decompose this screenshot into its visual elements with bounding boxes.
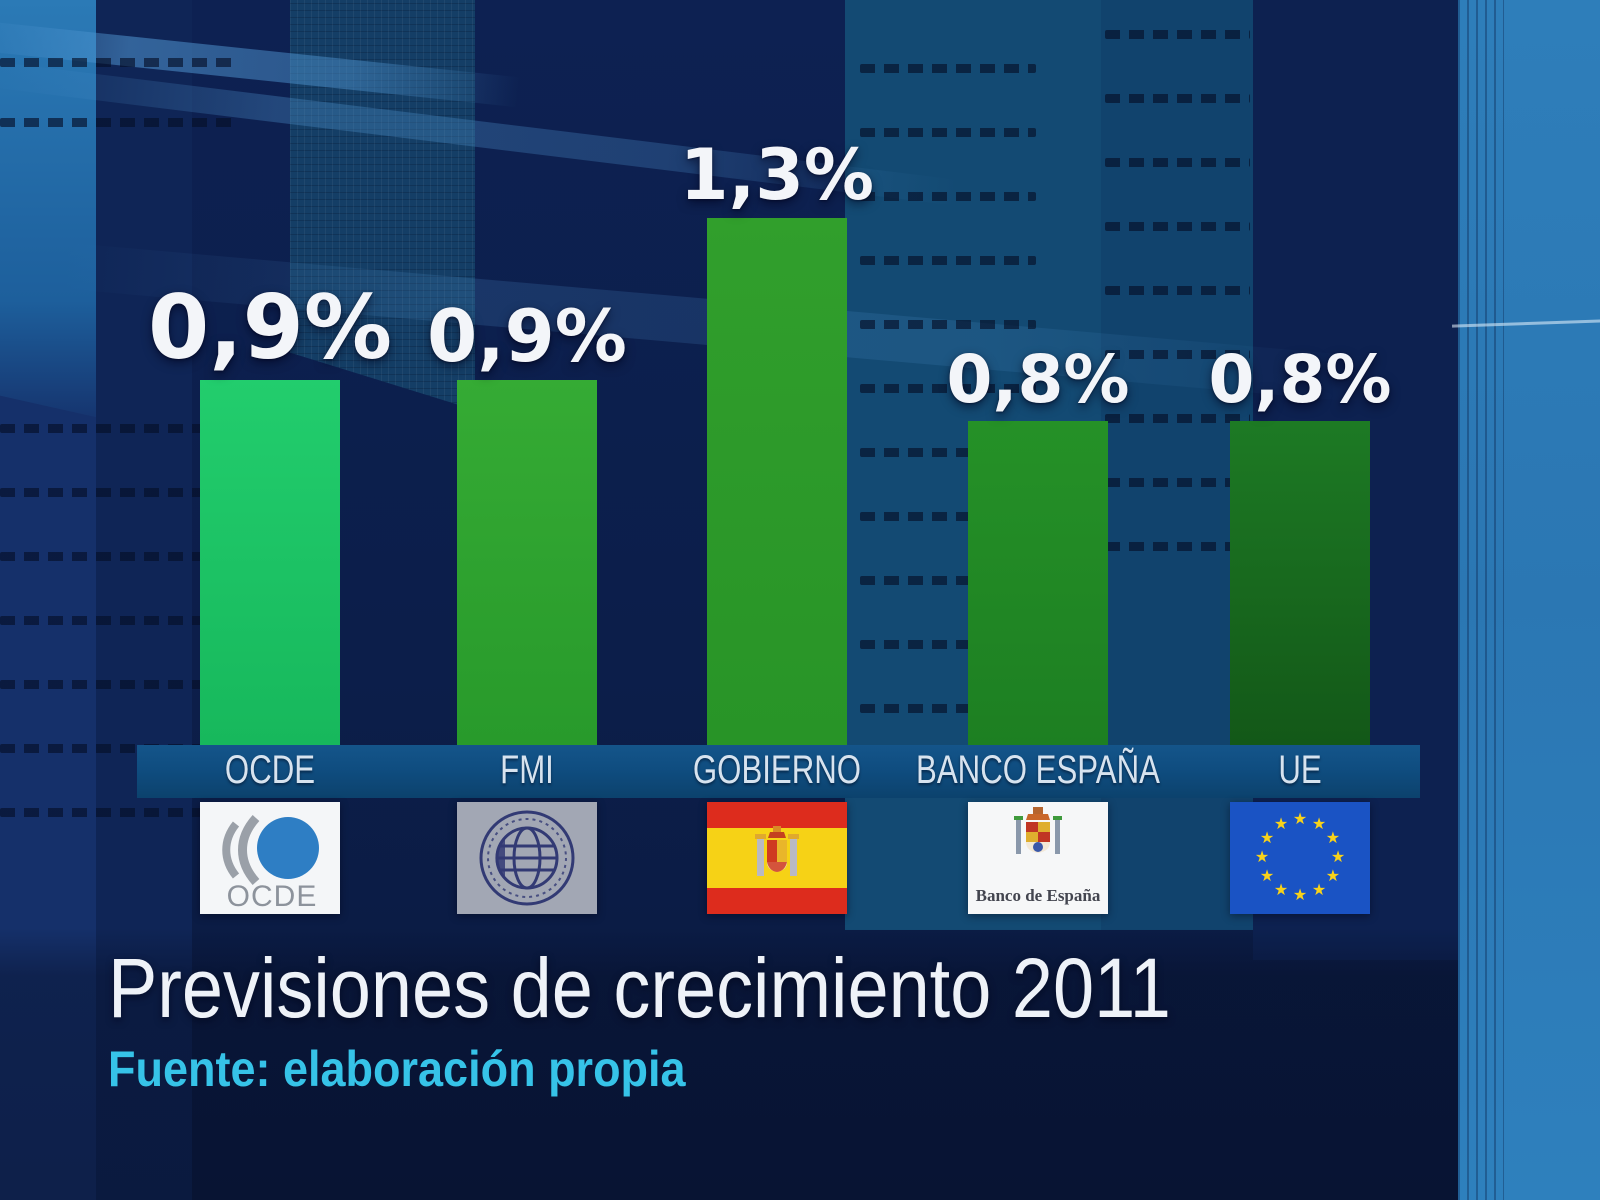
eu-star-icon: ★ bbox=[1292, 811, 1308, 828]
bg-dash-row bbox=[860, 384, 1036, 393]
bg-dash-row bbox=[0, 616, 292, 625]
bg-dash-row bbox=[860, 320, 1036, 329]
eu-star-icon: ★ bbox=[1259, 830, 1275, 847]
bg-dash-row bbox=[860, 448, 1036, 457]
eu-star-icon: ★ bbox=[1254, 849, 1270, 866]
bg-dash-row bbox=[0, 680, 292, 689]
eu-star-icon: ★ bbox=[1330, 849, 1346, 866]
value-label-fmi: 0,9% bbox=[427, 294, 627, 378]
bg-left-column-2 bbox=[96, 0, 192, 1200]
bg-right-strip bbox=[1458, 0, 1600, 1200]
bar-ocde bbox=[200, 380, 340, 745]
band-label-fmi: FMI bbox=[500, 748, 554, 792]
bg-dash-row bbox=[860, 256, 1036, 265]
value-label-banco: 0,8% bbox=[946, 341, 1130, 418]
bg-dash-row bbox=[1105, 414, 1250, 423]
bg-dash-row bbox=[1105, 478, 1250, 487]
banco-de-espana-logo: Banco de España bbox=[968, 802, 1108, 914]
bg-dash-row bbox=[0, 424, 292, 433]
bg-dash-row bbox=[1105, 30, 1250, 39]
band-label-ue: UE bbox=[1278, 748, 1322, 792]
bar-gobierno bbox=[707, 218, 847, 745]
bg-bottom-shade bbox=[0, 928, 1458, 1200]
bar-fmi bbox=[457, 380, 597, 745]
bar-ue bbox=[1230, 421, 1370, 745]
eu-star-icon: ★ bbox=[1311, 816, 1327, 834]
bg-dash-row bbox=[0, 488, 292, 497]
bg-dash-row bbox=[860, 192, 1036, 201]
value-label-gobierno: 1,3% bbox=[679, 134, 875, 216]
eu-stars-circle-icon: ★ ★ ★ ★ ★ ★ ★ ★ ★ ★ ★ ★ bbox=[1230, 802, 1370, 914]
band-label-gobierno: GOBIERNO bbox=[692, 748, 862, 792]
bg-top-left-wedge bbox=[0, 0, 96, 418]
bg-dash-row bbox=[1105, 222, 1250, 231]
bg-dash-row bbox=[1105, 350, 1250, 359]
oecd-logo-icon: OCDE bbox=[222, 814, 319, 913]
bg-dash-row bbox=[1105, 542, 1250, 551]
eu-star-icon: ★ bbox=[1259, 868, 1275, 885]
bg-dash-row bbox=[0, 808, 292, 817]
imf-seal-logo bbox=[457, 802, 597, 914]
source-caption: Fuente: elaboración propia bbox=[108, 1041, 686, 1097]
eu-star-icon: ★ bbox=[1273, 816, 1289, 834]
eu-star-icon: ★ bbox=[1325, 868, 1341, 885]
spain-flag-logo bbox=[707, 802, 847, 914]
eu-star-icon: ★ bbox=[1273, 881, 1289, 899]
eu-star-icon: ★ bbox=[1311, 881, 1327, 899]
bg-dash-row bbox=[860, 576, 1036, 585]
bg-dash-row bbox=[1105, 158, 1250, 167]
bg-dash-row bbox=[860, 704, 1036, 713]
chart-title: Previsiones de crecimiento 2011 bbox=[108, 941, 1171, 1035]
value-label-ocde: 0,9% bbox=[147, 276, 393, 379]
imf-seal-icon bbox=[479, 810, 575, 906]
oecd-logo: OCDE OCDE bbox=[200, 802, 340, 914]
banco-de-espana-arms-icon bbox=[1014, 807, 1062, 854]
bg-right-strip-lines bbox=[1458, 0, 1504, 1200]
category-band bbox=[137, 745, 1420, 798]
svg-text:OCDE: OCDE bbox=[227, 880, 318, 913]
eu-star-icon: ★ bbox=[1325, 830, 1341, 847]
bg-dash-row bbox=[860, 64, 1036, 73]
bar-banco bbox=[968, 421, 1108, 745]
bg-dash-row bbox=[0, 118, 238, 127]
bg-dash-row bbox=[860, 128, 1036, 137]
bg-dash-row bbox=[1105, 94, 1250, 103]
band-label-banco: BANCO ESPAÑA bbox=[916, 748, 1160, 792]
bg-dash-row bbox=[860, 512, 1036, 521]
value-label-ue: 0,8% bbox=[1208, 341, 1392, 418]
bg-dash-row bbox=[0, 552, 292, 561]
bg-dash-row bbox=[1105, 286, 1250, 295]
eu-star-icon: ★ bbox=[1292, 887, 1308, 904]
eu-flag-logo: ★ ★ ★ ★ ★ ★ ★ ★ ★ ★ ★ ★ bbox=[1230, 802, 1370, 914]
bg-dash-row bbox=[0, 58, 238, 67]
bg-dash-row bbox=[860, 640, 1036, 649]
banco-de-espana-text: Banco de España bbox=[975, 886, 1101, 905]
spain-coat-of-arms-icon bbox=[755, 826, 799, 876]
band-label-ocde: OCDE bbox=[224, 748, 316, 792]
